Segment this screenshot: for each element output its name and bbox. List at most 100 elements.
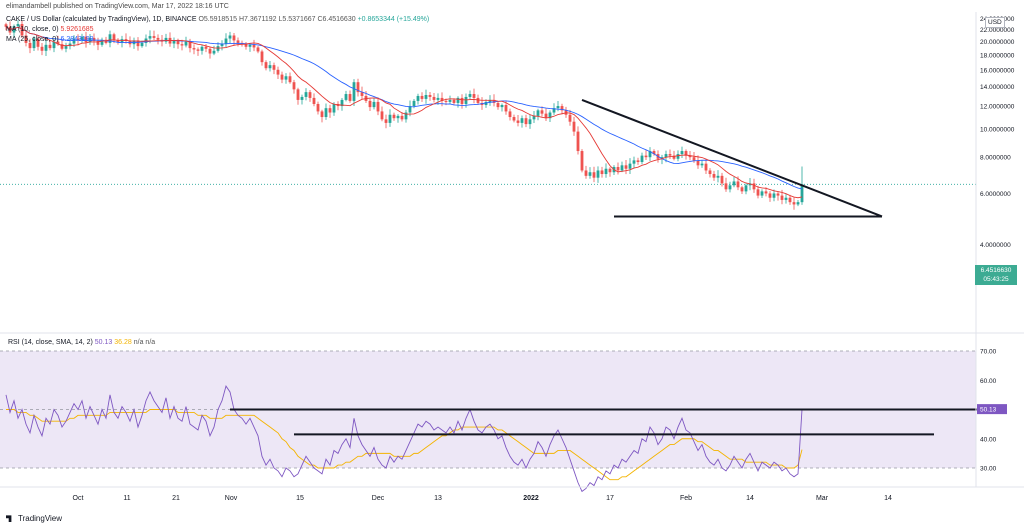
low-value: L5.5371667	[278, 16, 316, 23]
time-tick-label: Dec	[372, 495, 385, 502]
tradingview-logo[interactable]: TradingView	[6, 514, 62, 523]
candle-body	[280, 74, 284, 80]
candle-body	[264, 62, 268, 69]
rsi-na-2: n/a	[145, 339, 156, 346]
time-tick-label: Mar	[816, 495, 829, 502]
candle-body	[608, 168, 612, 173]
candle-body	[200, 46, 204, 51]
candle-body	[392, 114, 396, 119]
candle-body	[648, 151, 652, 158]
candle-body	[372, 101, 376, 108]
candle-body	[196, 49, 200, 51]
close-value: C6.4516630	[317, 16, 356, 23]
trendline-trendline	[581, 98, 883, 218]
ma10-line	[5, 26, 803, 199]
candle-body	[696, 160, 700, 166]
candle-body	[472, 94, 476, 98]
candle-body	[356, 82, 360, 93]
currency-button[interactable]: USD	[985, 17, 1005, 28]
candle-body	[588, 172, 592, 176]
candle-body	[344, 94, 348, 100]
last-price-label: 6.4516630 05:43:25	[975, 265, 1017, 285]
candle-body	[544, 113, 548, 119]
candle-body	[224, 38, 228, 44]
candle-body	[396, 115, 400, 119]
candle-body	[716, 175, 720, 178]
candle-body	[404, 112, 408, 120]
candle-body	[668, 154, 672, 156]
candle-body	[60, 44, 64, 49]
candle-body	[432, 96, 436, 100]
rsi-legend[interactable]: RSI (14, close, SMA, 14, 2) 50.13 36.28 …	[8, 339, 155, 346]
time-tick-label: 17	[606, 495, 614, 502]
candle-body	[424, 94, 428, 99]
candle-body	[740, 187, 744, 192]
candle-body	[680, 151, 684, 155]
price-tick-label: 20.0000000	[980, 39, 1015, 46]
candle-body	[568, 114, 572, 122]
candle-body	[772, 193, 776, 198]
ma10-legend[interactable]: MA (10, close, 0) 5.9261685	[6, 26, 94, 33]
candle-body	[500, 105, 504, 108]
candle-body	[640, 155, 644, 163]
candle-body	[324, 108, 328, 118]
candle-body	[156, 37, 160, 40]
price-tick-label: 4.0000000	[980, 242, 1011, 249]
candle-body	[80, 36, 84, 41]
candle-body	[440, 97, 444, 101]
candle-body	[476, 97, 480, 103]
candle-body	[592, 172, 596, 178]
candle-body	[176, 41, 180, 45]
candle-body	[632, 160, 636, 164]
time-tick-label: Feb	[680, 495, 692, 502]
branding-text: TradingView	[18, 514, 63, 523]
candle-body	[712, 174, 716, 178]
candle-body	[300, 96, 304, 100]
candle-body	[140, 42, 144, 47]
candle-body	[148, 36, 152, 39]
candle-body	[116, 40, 120, 43]
price-pane[interactable]	[0, 20, 976, 218]
candle-body	[496, 102, 500, 108]
candle-body	[660, 157, 664, 159]
candle-body	[616, 167, 620, 171]
candle-body	[284, 76, 288, 80]
price-tick-label: 12.0000000	[980, 104, 1015, 111]
price-tick-label: 22.0000000	[980, 27, 1015, 34]
candle-body	[576, 131, 580, 152]
candle-body	[728, 185, 732, 190]
candle-body	[276, 69, 280, 75]
candle-body	[624, 165, 628, 169]
candle-body	[652, 151, 656, 155]
ma25-legend[interactable]: MA (25, close, 0) 6.2843199	[6, 36, 94, 43]
candle-body	[512, 117, 516, 121]
candle-body	[488, 99, 492, 102]
candle-body	[664, 154, 668, 158]
ma25-value: 6.2843199	[60, 36, 94, 43]
rsi-label: RSI (14, close, SMA, 14, 2)	[8, 339, 93, 346]
candle-body	[184, 41, 188, 46]
candle-body	[24, 35, 28, 43]
candle-body	[800, 184, 804, 203]
candle-body	[756, 189, 760, 196]
rsi-na-1: n/a	[133, 339, 144, 346]
ma10-value: 5.9261685	[60, 26, 94, 33]
candle-body	[644, 155, 648, 158]
candle-body	[244, 44, 248, 47]
time-tick-label: Nov	[225, 495, 238, 502]
rsi-pane[interactable]	[0, 350, 978, 493]
candle-body	[112, 34, 116, 41]
candle-body	[236, 40, 240, 43]
candle-body	[532, 115, 536, 120]
candle-body	[692, 157, 696, 161]
rsi-value-box-text: 50.13	[980, 407, 997, 414]
time-tick-label: 14	[746, 495, 754, 502]
candle-body	[56, 41, 60, 45]
candle-body	[96, 41, 100, 45]
time-tick-label: Oct	[73, 495, 84, 502]
candle-body	[48, 44, 52, 49]
candle-body	[192, 48, 196, 50]
candle-body	[360, 92, 364, 96]
time-tick-label: 14	[884, 495, 892, 502]
